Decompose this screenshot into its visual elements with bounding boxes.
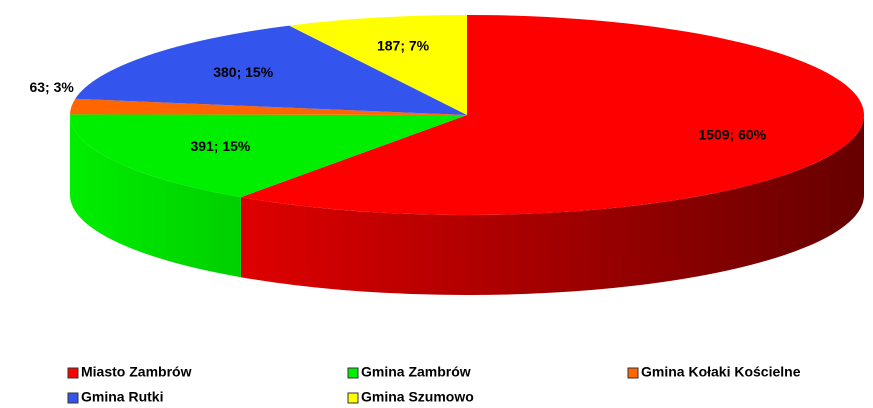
- legend-label: Miasto Zambrów: [81, 364, 192, 380]
- slice: [240, 15, 864, 215]
- legend-swatch: [627, 367, 639, 379]
- legend-label: Gmina Rutki: [81, 389, 163, 405]
- slice: [289, 15, 467, 115]
- legend-label: Gmina Zambrów: [361, 364, 471, 380]
- data-label: 380; 15%: [213, 64, 273, 80]
- legend-swatch: [67, 367, 79, 379]
- data-label: 391; 15%: [190, 138, 250, 154]
- slice: [75, 25, 467, 116]
- legend-swatch: [347, 392, 359, 404]
- slice: [69, 114, 467, 198]
- legend-swatch: [67, 392, 79, 404]
- legend-swatch: [347, 367, 359, 379]
- slice: [70, 98, 467, 115]
- data-label: 63; 3%: [29, 79, 74, 95]
- data-label: 1509; 60%: [698, 127, 766, 143]
- data-label: 187; 7%: [377, 38, 430, 54]
- slice-side: [240, 115, 864, 295]
- slice-side: [70, 115, 241, 278]
- legend-label: Gmina Kołaki Kościelne: [641, 364, 801, 380]
- legend-label: Gmina Szumowo: [361, 389, 474, 405]
